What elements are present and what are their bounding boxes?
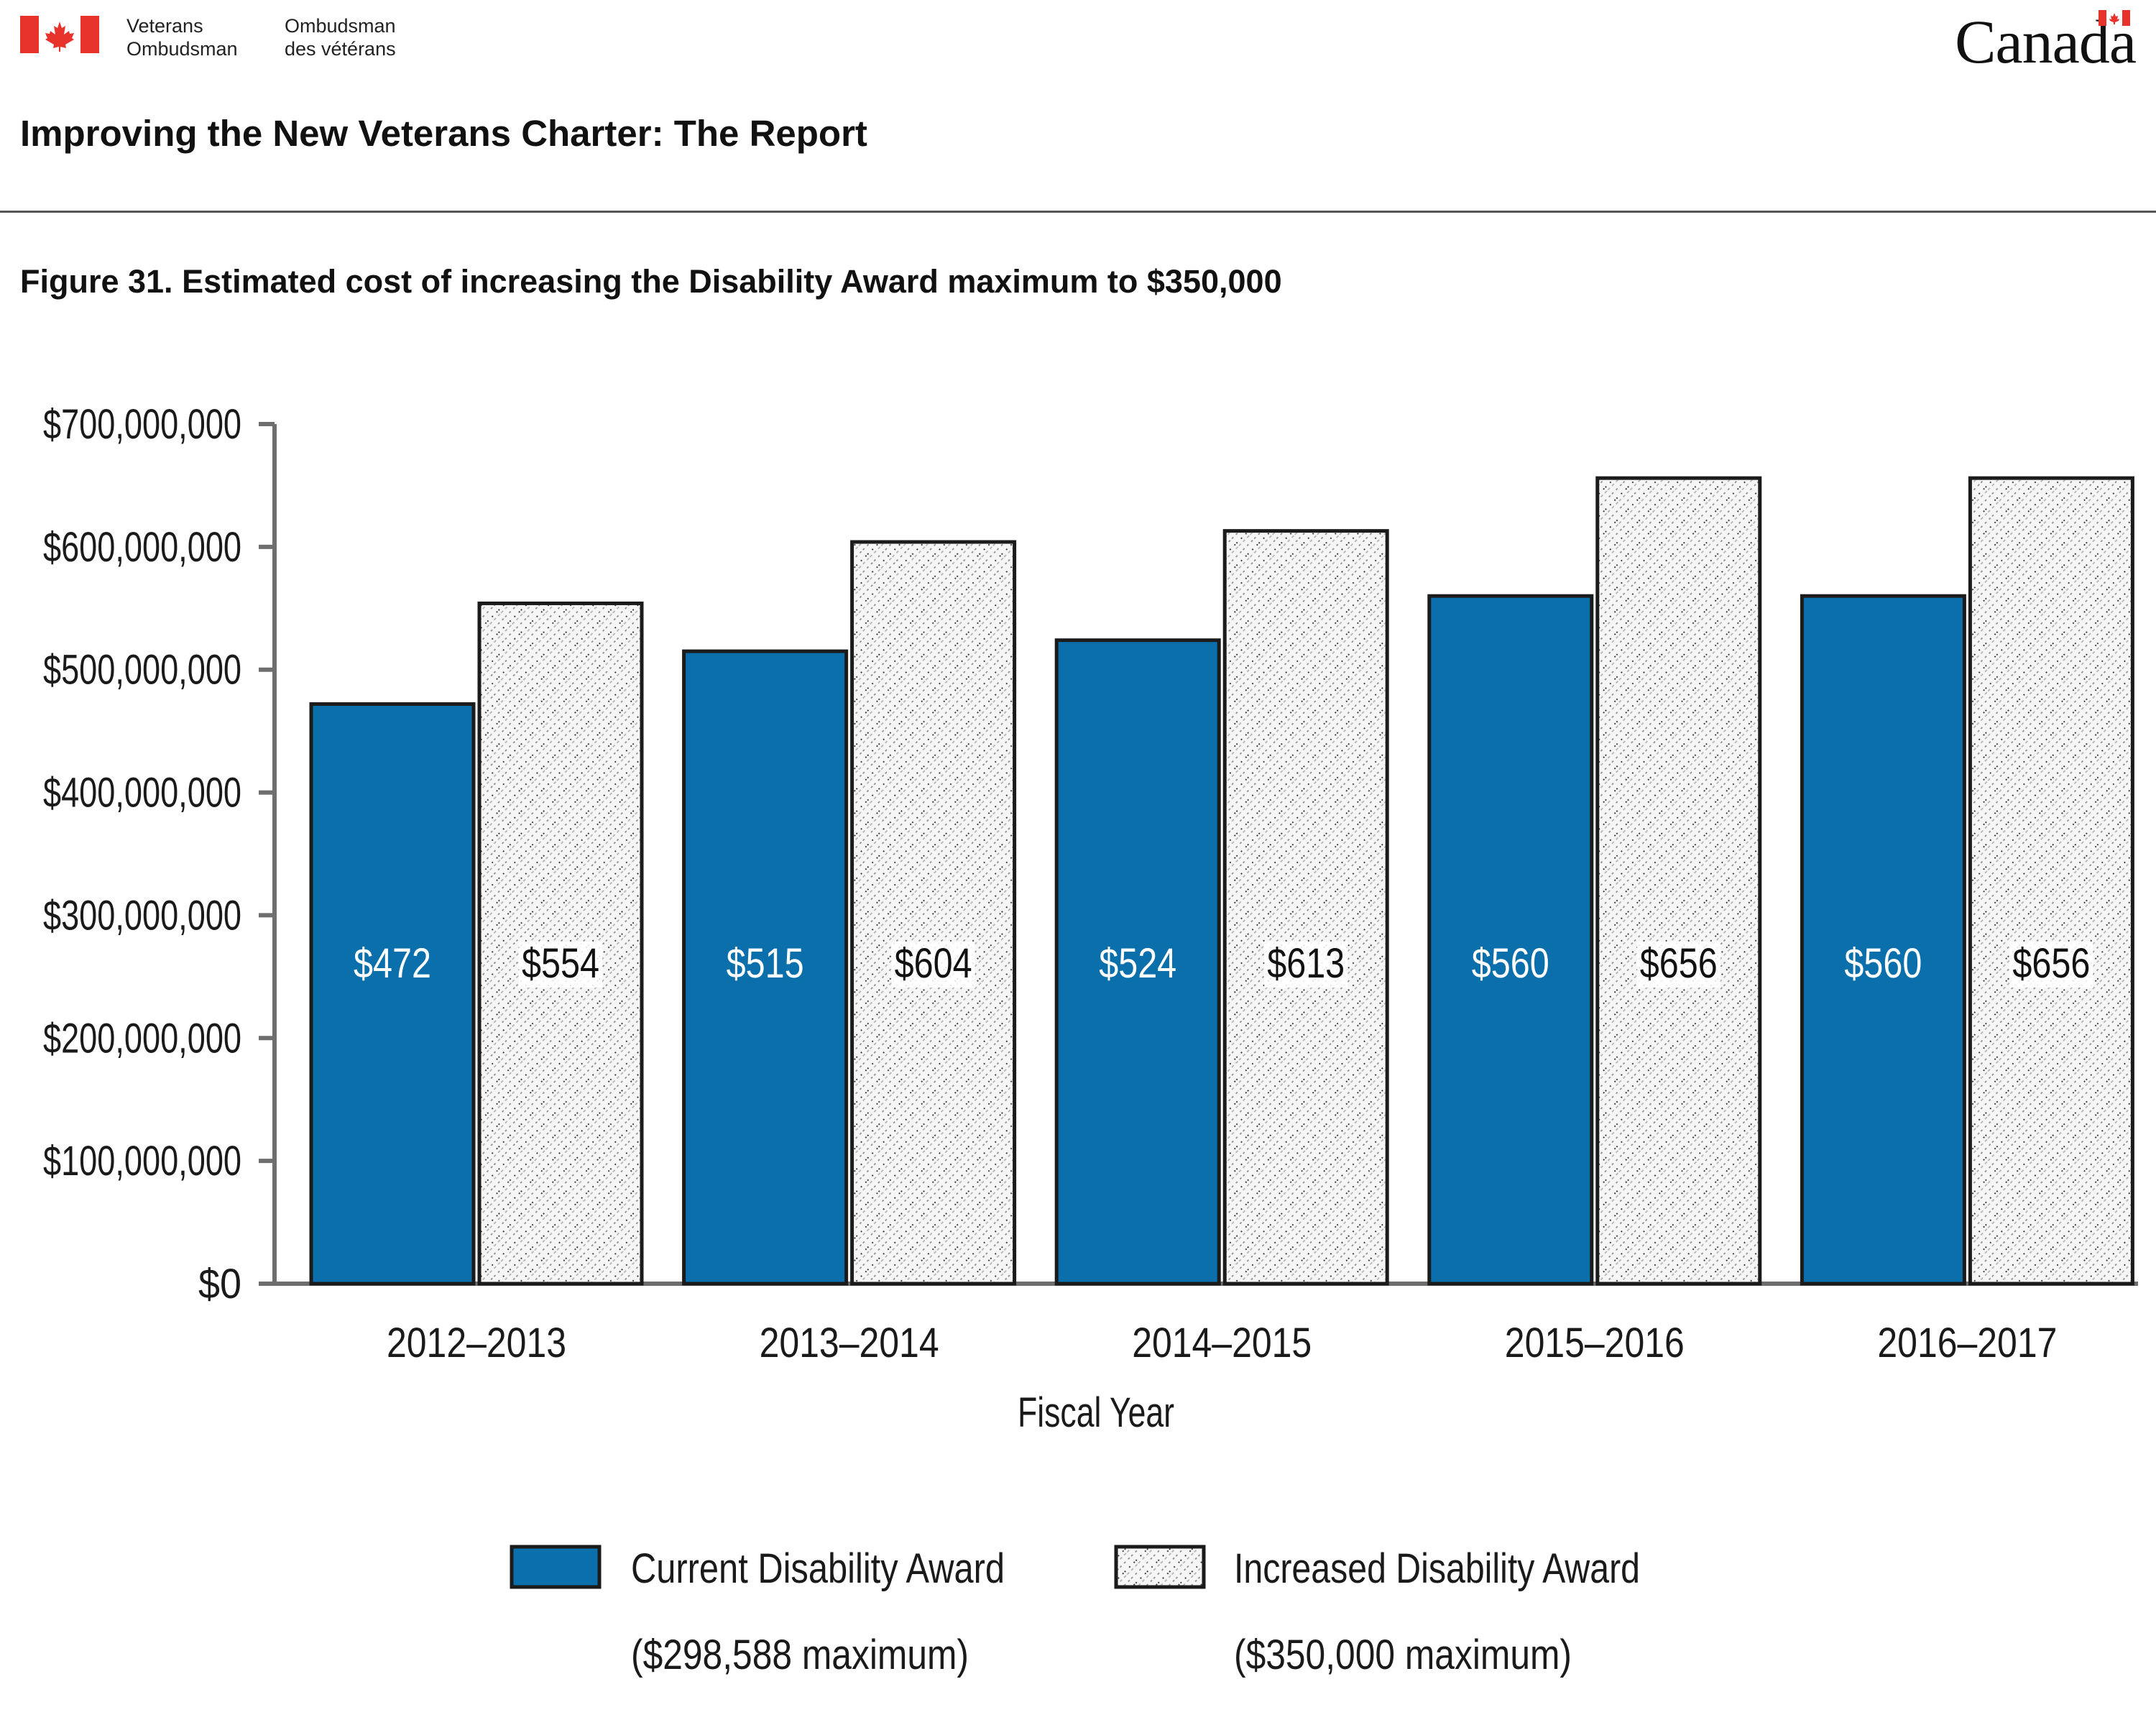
data-label-increased: $656 <box>2012 940 2090 987</box>
y-tick-label: $0 <box>198 1261 241 1307</box>
org-name-english: Veterans Ombudsman <box>126 14 238 60</box>
x-tick-label: 2015–2016 <box>1505 1320 1685 1366</box>
data-label-backdrop <box>519 942 602 988</box>
chart-bars <box>309 476 2134 1286</box>
data-label-increased: $554 <box>522 940 599 987</box>
legend-label: Current Disability Award <box>631 1545 1005 1592</box>
legend-swatch <box>510 1545 602 1589</box>
chart-legend: Current Disability Award ($298,588 maximu… <box>510 1545 1640 1678</box>
data-label-increased: $656 <box>1640 940 1718 987</box>
legend-swatch <box>1114 1545 1206 1589</box>
org-en-line1: Veterans <box>126 15 203 37</box>
data-label-current: $560 <box>1844 940 1922 987</box>
bar-current <box>682 649 849 1286</box>
org-fr-line1: Ombudsman <box>285 15 396 37</box>
x-tick-label: 2012–2013 <box>387 1320 566 1366</box>
y-tick-label: $500,000,000 <box>43 647 241 694</box>
data-label-current: $524 <box>1099 940 1176 987</box>
y-tick-label: $300,000,000 <box>43 892 241 939</box>
x-tick-label: 2014–2015 <box>1132 1320 1312 1366</box>
canada-flag-icon <box>20 16 99 53</box>
data-label-backdrop <box>1636 942 1720 988</box>
bar-increased <box>850 540 1017 1286</box>
x-axis-title: Fiscal Year <box>1018 1389 1174 1436</box>
bar-current <box>1427 594 1594 1286</box>
bar-current <box>1800 594 1966 1286</box>
bar-increased <box>1222 529 1389 1286</box>
legend-sublabel: ($350,000 maximum) <box>1234 1632 1572 1678</box>
org-en-line2: Ombudsman <box>126 38 238 60</box>
y-tick-label: $700,000,000 <box>43 401 241 448</box>
x-tick-label: 2013–2014 <box>760 1320 939 1366</box>
bar-increased <box>1595 476 1762 1286</box>
org-name-french: Ombudsman des vétérans <box>285 14 396 60</box>
bar-current <box>309 702 476 1286</box>
report-title: Improving the New Veterans Charter: The … <box>20 113 867 154</box>
chart-labels: $472 $554 $515 $604 $524 $613 $560 $656 $560 $656 <box>354 940 2093 988</box>
figure-title: Figure 31. Estimated cost of increasing … <box>20 263 1282 300</box>
y-tick-label: $200,000,000 <box>43 1015 241 1062</box>
data-label-increased: $613 <box>1267 940 1345 987</box>
legend-label: Increased Disability Award <box>1234 1545 1640 1592</box>
x-tick-label: 2016–2017 <box>1877 1320 2057 1366</box>
y-tick-label: $100,000,000 <box>43 1138 241 1184</box>
report-header: Veterans Ombudsman Ombudsman des vétéran… <box>0 0 2156 216</box>
data-label-current: $515 <box>727 940 804 987</box>
y-tick-label: $400,000,000 <box>43 770 241 816</box>
data-label-backdrop <box>891 942 975 988</box>
y-tick-label: $600,000,000 <box>43 524 241 571</box>
wordmark-flag-icon <box>2099 10 2130 26</box>
org-fr-line2: des vétérans <box>285 38 396 60</box>
bar-increased <box>1968 476 2134 1286</box>
data-label-backdrop <box>2009 942 2093 988</box>
data-label-increased: $604 <box>895 940 972 987</box>
legend-sublabel: ($298,588 maximum) <box>631 1632 969 1678</box>
data-label-current: $472 <box>354 940 431 987</box>
legend-item-increased: Increased Disability Award ($350,000 maxi… <box>1114 1545 1640 1678</box>
bar-current <box>1054 638 1221 1286</box>
header-divider <box>0 211 2156 213</box>
legend-item-current: Current Disability Award ($298,588 maximu… <box>510 1545 1005 1678</box>
data-label-current: $560 <box>1472 940 1549 987</box>
data-label-backdrop <box>1264 942 1348 988</box>
